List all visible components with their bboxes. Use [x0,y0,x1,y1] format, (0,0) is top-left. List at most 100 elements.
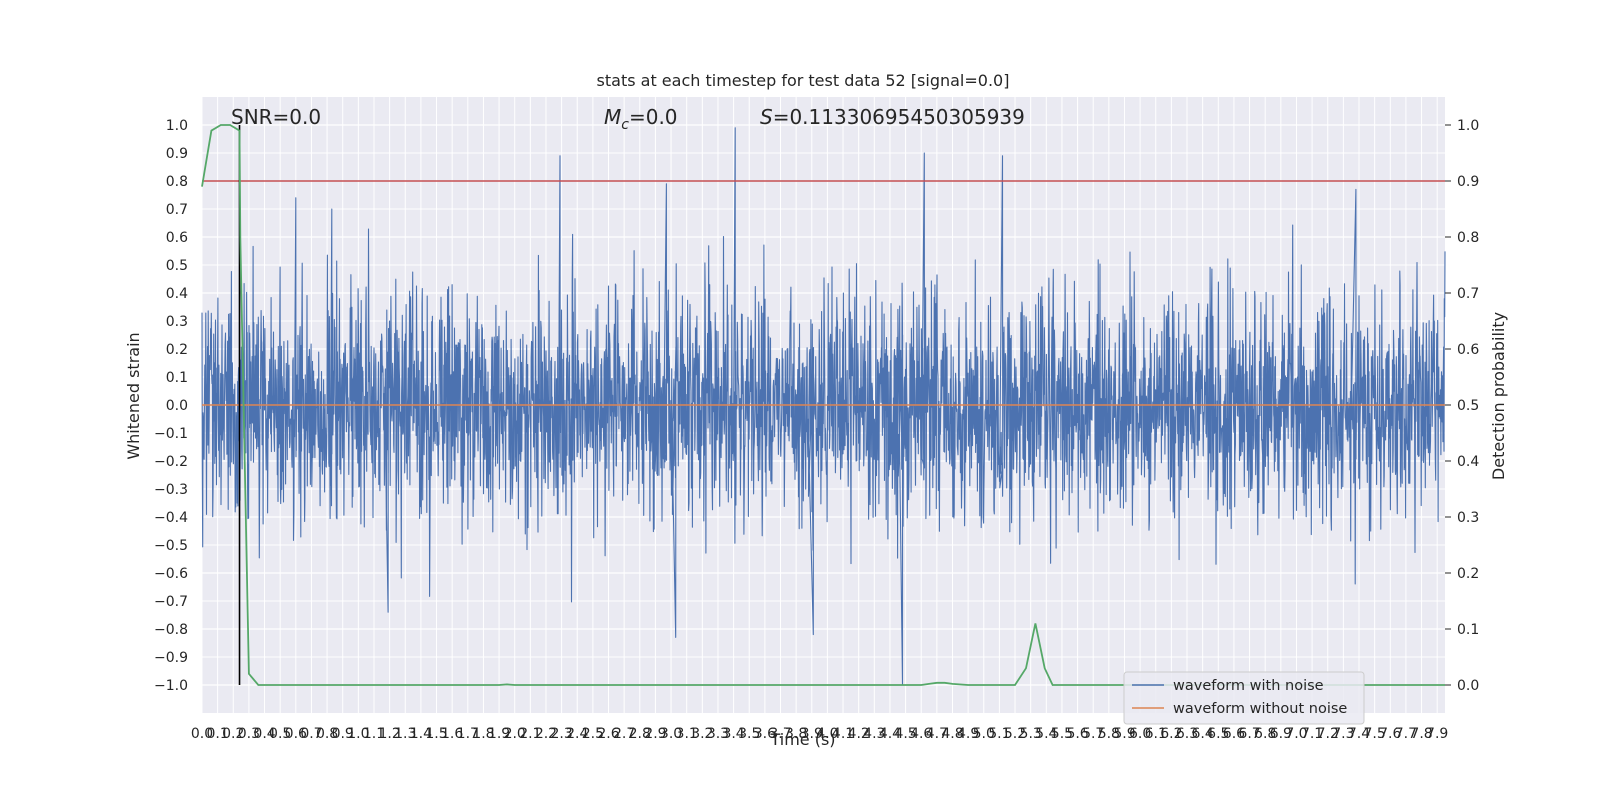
x-tick-label: 3.1 [676,726,698,742]
y-tick-label: −0.9 [154,650,188,666]
s-value: =0.11330695450305939 [773,105,1025,129]
x-tick-label: 3.9 [801,726,823,742]
y-tick-label: −0.5 [154,538,188,554]
x-tick-label: 1.7 [457,726,479,742]
x-tick-label: 5.3 [1020,726,1042,742]
y-tick-label: −0.3 [154,482,188,498]
x-tick-label: 5.8 [1098,726,1120,742]
y2-tick-label: 1.0 [1457,118,1479,134]
y-tick-label: −0.7 [154,594,188,610]
x-tick-label: 1.2 [378,726,400,742]
y-tick-label: 0.8 [166,174,188,190]
x-tick-label: 2.4 [566,726,588,742]
x-tick-label: 3.0 [660,726,682,742]
y-tick-label: −0.6 [154,566,188,582]
x-tick-label: 7.1 [1301,726,1323,742]
legend-box [1123,671,1365,725]
y2-tick-label: 0.3 [1457,510,1479,526]
y-tick-label: 1.0 [166,118,188,134]
x-tick-label: 2.0 [504,726,526,742]
x-tick-label: 1.0 [347,726,369,742]
x-tick-label: 1.9 [488,726,510,742]
x-tick-label: 7.8 [1410,726,1432,742]
x-tick-label: 0.8 [316,726,338,742]
y2-tick-labels: 1.0 0.9 0.8 0.7 0.6 0.5 0.4 0.3 0.2 0.1 0.0 [1445,118,1479,694]
x-axis-title: Time (s) [769,730,835,749]
y2-tick-label: 0.7 [1457,286,1479,302]
y2-tick-label: 0.6 [1457,342,1479,358]
noise-waveform-path [201,127,1446,686]
x-tick-label: 0.9 [332,726,354,742]
x-tick-label: 6.6 [1223,726,1245,742]
x-tick-label: 6.3 [1176,726,1198,742]
y-tick-label: −0.2 [154,454,188,470]
y-axis-title: Whitened strain [124,332,143,459]
y-tick-label: −0.4 [154,510,188,526]
s-symbol: S [760,105,773,129]
x-tick-label: 3.3 [707,726,729,742]
x-tick-label: 6.0 [1129,726,1151,742]
x-tick-label: 7.5 [1364,726,1386,742]
x-tick-label: 4.8 [941,726,963,742]
y2-tick-label: 0.9 [1457,174,1479,190]
x-tick-label: 0.7 [300,726,322,742]
x-tick-label: 0.6 [285,726,307,742]
x-tick-label: 4.0 [816,726,838,742]
x-tick-label: 2.7 [613,726,635,742]
x-tick-label: 0.4 [253,726,275,742]
y2-tick-label: 0.8 [1457,230,1479,246]
x-tick-label: 4.3 [863,726,885,742]
x-tick-label: 6.8 [1254,726,1276,742]
x-tick-label: 1.3 [394,726,416,742]
y-tick-label: 0.7 [166,202,188,218]
legend-label-noise: waveform with noise [1173,678,1324,694]
x-tick-label: 6.2 [1160,726,1182,742]
y-gridlines [202,124,1445,686]
x-tick-label: 5.5 [1051,726,1073,742]
x-tick-label: 6.7 [1238,726,1260,742]
x-tick-label: 2.6 [597,726,619,742]
x-tick-label: 3.4 [722,726,744,742]
series-detection-probability [201,124,1445,686]
mc-value: =0.0 [629,105,678,129]
x-tick-label: 1.4 [410,726,432,742]
legend-label-clean: waveform without noise [1173,701,1347,717]
y-tick-label: 0.1 [166,370,188,386]
x-tick-label: 2.8 [629,726,651,742]
x-tick-label: 7.9 [1426,726,1448,742]
s-annotation: S=0.11330695450305939 [760,105,1025,129]
x-tick-label: 0.2 [222,726,244,742]
y-tick-label: 0.9 [166,146,188,162]
x-tick-label: 3.8 [785,726,807,742]
y-tick-labels: 1.0 0.9 0.8 0.7 0.6 0.5 0.4 0.3 0.2 0.1 0.0 −0.1 −0.… [154,118,188,694]
y-tick-label: −0.1 [154,426,188,442]
y2-tick-label: 0.1 [1457,622,1479,638]
x-tick-label: 1.1 [363,726,385,742]
x-tick-label: 7.6 [1379,726,1401,742]
y-tick-label: 0.6 [166,230,188,246]
x-tick-label: 7.3 [1332,726,1354,742]
snr-annotation: SNR=0.0 [231,105,321,129]
x-tick-label: 2.1 [519,726,541,742]
x-tick-label: 4.9 [957,726,979,742]
x-tick-label: 7.2 [1317,726,1339,742]
x-tick-label: 6.9 [1270,726,1292,742]
x-tick-label: 2.9 [644,726,666,742]
x-tick-label: 4.1 [832,726,854,742]
x-tick-label: 6.1 [1145,726,1167,742]
x-tick-label: 0.1 [207,726,229,742]
x-tick-label: 0.5 [269,726,291,742]
y-tick-label: 0.3 [166,314,188,330]
y2-tick-label: 0.0 [1457,678,1479,694]
mc-subscript: c [621,117,629,133]
x-tick-label: 5.1 [988,726,1010,742]
mc-symbol: M [604,105,621,129]
x-tick-label: 7.7 [1395,726,1417,742]
x-tick-label: 3.7 [769,726,791,742]
y-tick-label: 0.2 [166,342,188,358]
y-tick-label: 0.4 [166,286,188,302]
x-tick-label: 7.4 [1348,726,1370,742]
x-tick-label: 1.5 [425,726,447,742]
x-tick-label: 5.7 [1082,726,1104,742]
